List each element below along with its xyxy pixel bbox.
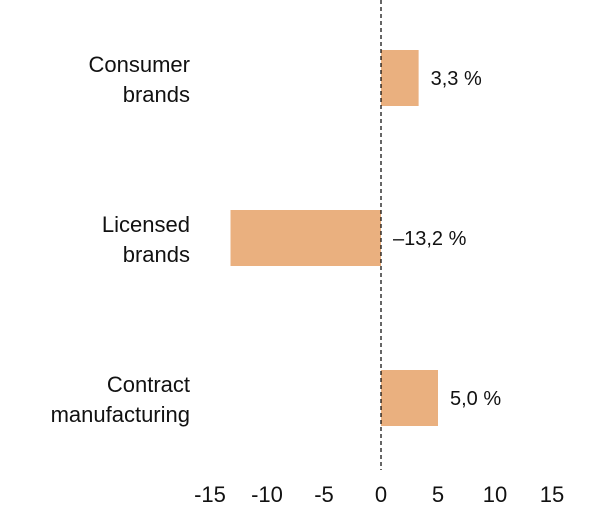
category-label-1: Licensed brands	[102, 212, 190, 267]
category-label-0-line-1: brands	[123, 82, 190, 107]
value-label-0: 3,3 %	[431, 68, 482, 90]
x-tick-label-1: -10	[251, 482, 283, 507]
x-tick-label-4: 5	[432, 482, 444, 507]
x-tick-label-2: -5	[314, 482, 334, 507]
x-tick-label-3: 0	[375, 482, 387, 507]
value-label-1: –13,2 %	[393, 228, 467, 250]
category-label-2-line-0: Contract	[107, 372, 190, 397]
category-label-2: Contract manufacturing	[51, 372, 190, 427]
bar-0	[381, 50, 419, 106]
bar-2	[381, 370, 438, 426]
category-label-1-line-0: Licensed	[102, 212, 190, 237]
x-axis-ticks: -15 -10 -5 0 5 10 15	[194, 482, 564, 507]
x-tick-label-0: -15	[194, 482, 226, 507]
bar-1	[230, 210, 381, 266]
category-label-1-line-1: brands	[123, 242, 190, 267]
category-label-0: Consumer brands	[89, 52, 190, 107]
category-label-0-line-0: Consumer	[89, 52, 190, 77]
x-tick-label-5: 10	[483, 482, 507, 507]
category-label-2-line-1: manufacturing	[51, 402, 190, 427]
x-tick-label-6: 15	[540, 482, 564, 507]
bars-layer	[230, 50, 438, 426]
value-label-2: 5,0 %	[450, 388, 501, 410]
labels-layer: 3,3 % Consumer brands –13,2 % Licensed brands…	[51, 52, 502, 427]
